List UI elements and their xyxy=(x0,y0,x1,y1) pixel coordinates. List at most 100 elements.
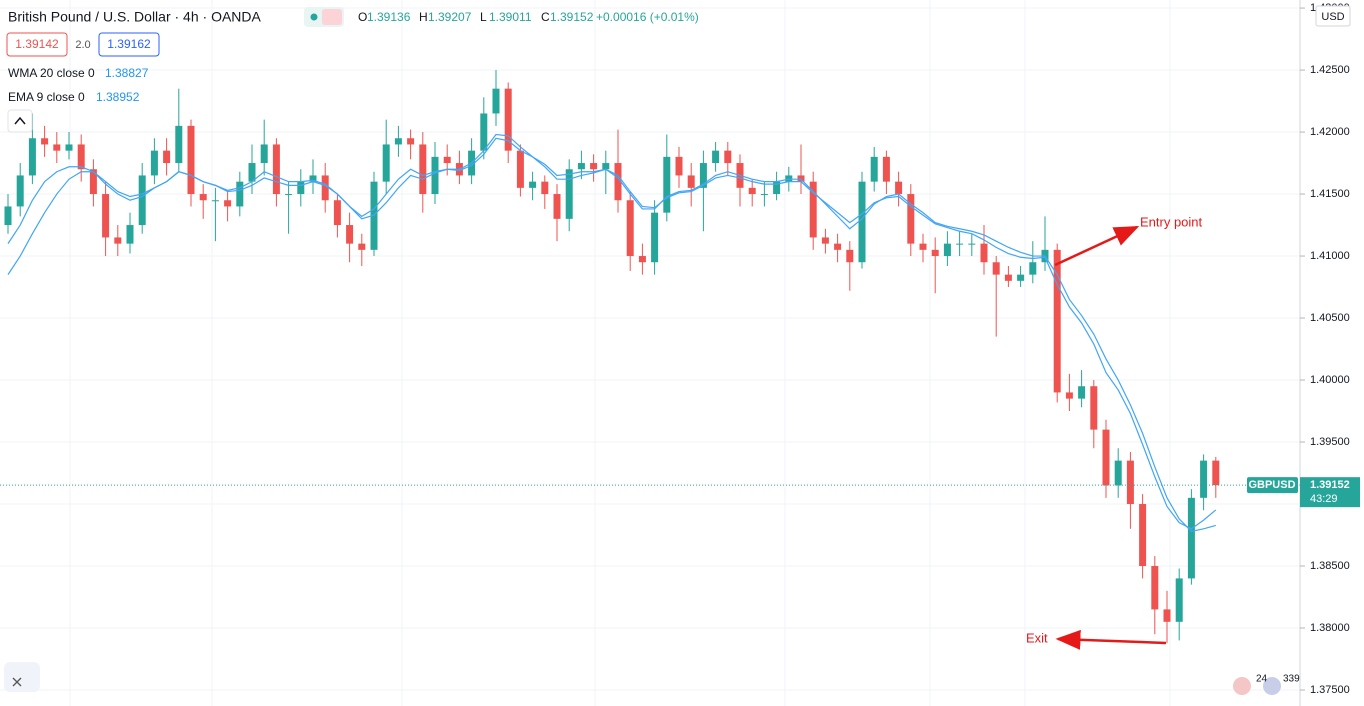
candle-body xyxy=(809,181,817,238)
collapse-button[interactable] xyxy=(7,109,33,133)
candle-body xyxy=(236,181,244,207)
ohlc-value: 1.39207 xyxy=(428,10,472,24)
candle-body xyxy=(260,144,268,164)
candle-body xyxy=(1078,386,1086,399)
candle-body xyxy=(956,243,964,245)
candle-body xyxy=(16,175,24,207)
candle-body xyxy=(492,88,500,114)
candle-body xyxy=(187,125,195,195)
candle-body xyxy=(968,243,976,245)
candle-body xyxy=(1187,497,1195,579)
candle-body xyxy=(382,144,390,182)
candle-body xyxy=(114,237,122,244)
status-dot xyxy=(310,13,318,21)
ohlc-key: L xyxy=(480,10,487,24)
candle-body xyxy=(77,144,85,170)
candle-body xyxy=(785,175,793,182)
annotation: Entry point xyxy=(1140,214,1203,229)
close-icon xyxy=(12,677,22,687)
candle-body xyxy=(541,181,549,195)
candle-body xyxy=(846,249,854,263)
candle-body xyxy=(1139,504,1147,567)
ohlc-value: 1.39011 xyxy=(489,10,532,24)
close-button[interactable] xyxy=(4,662,40,692)
candle-body xyxy=(821,237,829,244)
candle-body xyxy=(943,243,951,257)
ma-line xyxy=(7,137,1217,530)
time-grid xyxy=(69,0,1171,706)
candle-body xyxy=(907,194,915,244)
indicator-value: 1.38952 xyxy=(96,90,140,104)
candle-body xyxy=(431,156,439,195)
indicator-value: 1.38827 xyxy=(105,66,149,80)
candle-body xyxy=(626,200,634,257)
candle-body xyxy=(285,194,293,196)
candle-body xyxy=(895,181,903,195)
candle-body xyxy=(309,175,317,182)
ohlc-value: 1.39152 xyxy=(550,10,594,24)
candle-body xyxy=(248,163,256,182)
status-icon xyxy=(322,9,342,25)
candle-body xyxy=(1151,566,1159,610)
y-tick-label: 1.39500 xyxy=(1310,436,1350,448)
spread: 2.0 xyxy=(75,39,90,51)
candle-body xyxy=(41,138,49,145)
y-tick-label: 1.37500 xyxy=(1310,684,1350,696)
candle-body xyxy=(675,156,683,176)
buy-button[interactable] xyxy=(98,32,160,57)
candle-body xyxy=(1114,460,1122,486)
candle-body xyxy=(419,144,427,195)
candle-body xyxy=(333,200,341,226)
y-tick-label: 1.41500 xyxy=(1310,188,1350,200)
collapse-icon xyxy=(14,116,26,125)
candle-body xyxy=(443,156,451,164)
candle-body xyxy=(760,194,768,196)
candle-body xyxy=(590,163,598,170)
symbol-label: GBPUSD xyxy=(1248,479,1295,491)
candle-body xyxy=(1004,274,1012,281)
candle-body xyxy=(53,144,61,151)
candle-body xyxy=(1200,460,1208,498)
candle-body xyxy=(480,113,488,151)
flag-icon xyxy=(1233,677,1251,695)
candle-body xyxy=(89,169,97,195)
candle-body xyxy=(4,206,12,226)
candle-body xyxy=(1126,460,1134,505)
candle-body xyxy=(297,181,305,195)
candle-body xyxy=(1175,578,1183,622)
candle-body xyxy=(358,243,366,250)
candle-body xyxy=(272,144,280,195)
candle-body xyxy=(1090,386,1098,430)
badge: 24 xyxy=(1256,674,1268,685)
candle-body xyxy=(224,200,232,207)
y-tick-label: 1.40000 xyxy=(1310,374,1350,386)
candle-body xyxy=(712,150,720,164)
candle-body xyxy=(150,150,158,176)
candle-body xyxy=(211,200,219,202)
y-tick-label: 1.38000 xyxy=(1310,622,1350,634)
candle-body xyxy=(1065,392,1073,399)
sell-button[interactable] xyxy=(6,32,68,57)
candle-body xyxy=(773,181,781,195)
candle-body xyxy=(638,256,646,263)
candle-body xyxy=(346,225,354,244)
candle-body xyxy=(992,262,1000,275)
bid-price[interactable]: 1.39142 xyxy=(15,37,59,51)
candle-body xyxy=(1212,460,1220,486)
candle-body xyxy=(65,144,73,151)
candle-body xyxy=(919,243,927,250)
candle-body xyxy=(516,150,524,188)
candle-body xyxy=(138,175,146,226)
ohlc-key: H xyxy=(419,10,428,24)
ohlc-key: C xyxy=(541,10,550,24)
candle-body xyxy=(565,169,573,219)
candle-body xyxy=(614,163,622,201)
y-tick-label: 1.42000 xyxy=(1310,126,1350,138)
currency-box[interactable] xyxy=(1315,5,1351,27)
candle-body xyxy=(199,194,207,201)
ohlc-key: O xyxy=(358,10,367,24)
ohlc-value: 1.39136 xyxy=(367,10,411,24)
exit-arrow xyxy=(1055,629,1167,650)
ask-price[interactable]: 1.39162 xyxy=(107,37,151,51)
